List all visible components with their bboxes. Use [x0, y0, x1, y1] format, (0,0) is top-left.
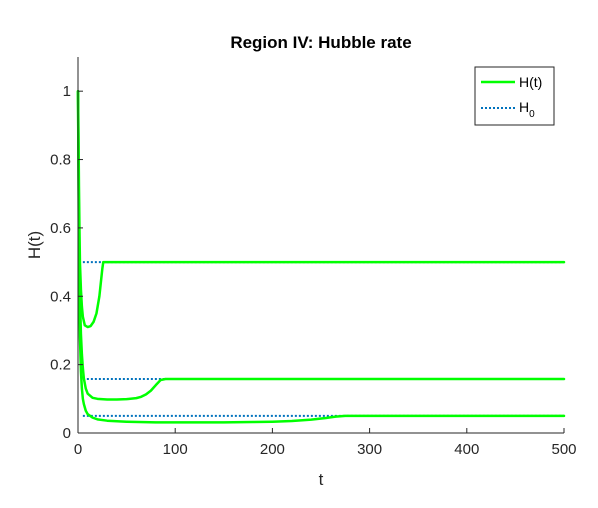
x-tick-label-2: 200 [260, 441, 285, 458]
h-curve-2 [76, 89, 566, 424]
x-axis-label: t [319, 470, 324, 489]
h-curve-1 [76, 89, 566, 401]
legend-label-h0-main: H [519, 99, 529, 115]
y-axis-label: H(t) [25, 231, 44, 259]
legend-label-h-t: H(t) [519, 74, 542, 90]
x-tick-label-5: 500 [551, 441, 576, 458]
legend-box [474, 66, 555, 126]
y-tick-label-3: 0.6 [50, 220, 71, 237]
y-tick-label-2: 0.4 [50, 288, 71, 305]
legend: H(t) H0 [474, 66, 555, 126]
legend-label-h0: H0 [519, 99, 535, 120]
chart-title: Region IV: Hubble rate [230, 33, 411, 52]
axes: 0 100 200 300 400 500 0 0.2 0.4 0.6 0.8 1 [50, 57, 577, 458]
x-tick-label-4: 400 [454, 441, 479, 458]
y-tick-label-1: 0.2 [50, 357, 71, 374]
x-tick-label-0: 0 [74, 441, 82, 458]
y-tick-label-4: 0.8 [50, 152, 71, 169]
y-tick-label-0: 0 [63, 425, 71, 442]
x-tick-label-3: 300 [357, 441, 382, 458]
y-tick-label-5: 1 [63, 83, 71, 100]
x-tick-label-1: 100 [163, 441, 188, 458]
plot-area [76, 89, 566, 424]
legend-label-h0-subscript: 0 [529, 109, 535, 120]
